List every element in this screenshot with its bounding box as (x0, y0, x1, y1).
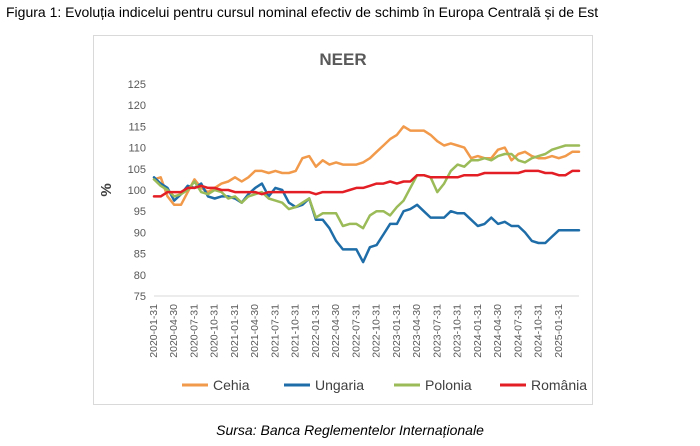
x-tick-label: 2021-10-31 (290, 304, 302, 358)
series-line-polonia (152, 144, 581, 230)
chart-frame: NEER % 75 80 85 90 95 100 105 110 115 120 125 2020… (93, 35, 593, 405)
x-tick-label: 2024-10-31 (533, 304, 545, 358)
y-tick-label: 125 (128, 79, 146, 91)
series-line-romania (152, 169, 581, 198)
x-tick-label: 2025-01-31 (553, 304, 565, 358)
x-tick-label: 2024-07-31 (512, 304, 524, 358)
x-axis-ticks: 2020-01-31 2020-04-30 2020-07-31 2020-10-31… (148, 304, 565, 358)
y-tick-label: 120 (128, 100, 146, 112)
y-tick-label: 85 (134, 249, 146, 261)
x-tick-label: 2020-04-30 (168, 304, 180, 358)
y-tick-label: 105 (128, 164, 146, 176)
series-line-cehia (152, 125, 581, 207)
x-tick-label: 2021-04-30 (249, 304, 261, 358)
x-tick-label: 2020-07-31 (188, 304, 200, 358)
x-tick-label: 2022-04-30 (330, 304, 342, 358)
y-axis-ticks: 75 80 85 90 95 100 105 110 115 120 125 (128, 79, 146, 303)
legend: Cehia Ungaria Polonia România (182, 377, 587, 393)
x-tick-label: 2022-07-31 (350, 304, 362, 358)
neer-line-chart: NEER % 75 80 85 90 95 100 105 110 115 120 125 2020… (98, 50, 587, 393)
y-tick-label: 115 (128, 121, 146, 133)
y-tick-label: 80 (134, 270, 146, 282)
legend-label-romania: România (531, 377, 587, 393)
figure-caption: Figura 1: Evoluția indicelui pentru curs… (6, 4, 599, 20)
x-tick-label: 2023-04-30 (411, 304, 423, 358)
y-axis-label: % (98, 183, 115, 196)
x-tick-label: 2023-07-31 (431, 304, 443, 358)
x-tick-label: 2020-01-31 (148, 304, 160, 358)
x-tick-label: 2021-01-31 (229, 304, 241, 358)
x-tick-label: 2021-07-31 (269, 304, 281, 358)
legend-label-ungaria: Ungaria (315, 377, 364, 393)
y-tick-label: 100 (128, 185, 146, 197)
chart-title: NEER (319, 50, 366, 69)
y-tick-label: 95 (134, 206, 146, 218)
x-tick-label: 2024-04-30 (492, 304, 504, 358)
y-tick-label: 110 (128, 143, 146, 155)
x-tick-label: 2022-10-31 (371, 304, 383, 358)
x-tick-label: 2023-10-31 (452, 304, 464, 358)
y-tick-label: 90 (134, 227, 146, 239)
legend-label-cehia: Cehia (213, 377, 250, 393)
y-tick-label: 75 (134, 291, 146, 303)
source-note: Sursa: Banca Reglementelor Internațional… (216, 422, 484, 438)
legend-label-polonia: Polonia (425, 377, 472, 393)
series-lines (152, 125, 581, 264)
x-tick-label: 2024-01-31 (472, 304, 484, 358)
x-tick-label: 2020-10-31 (209, 304, 221, 358)
x-tick-label: 2023-01-31 (391, 304, 403, 358)
x-tick-label: 2022-01-31 (310, 304, 322, 358)
